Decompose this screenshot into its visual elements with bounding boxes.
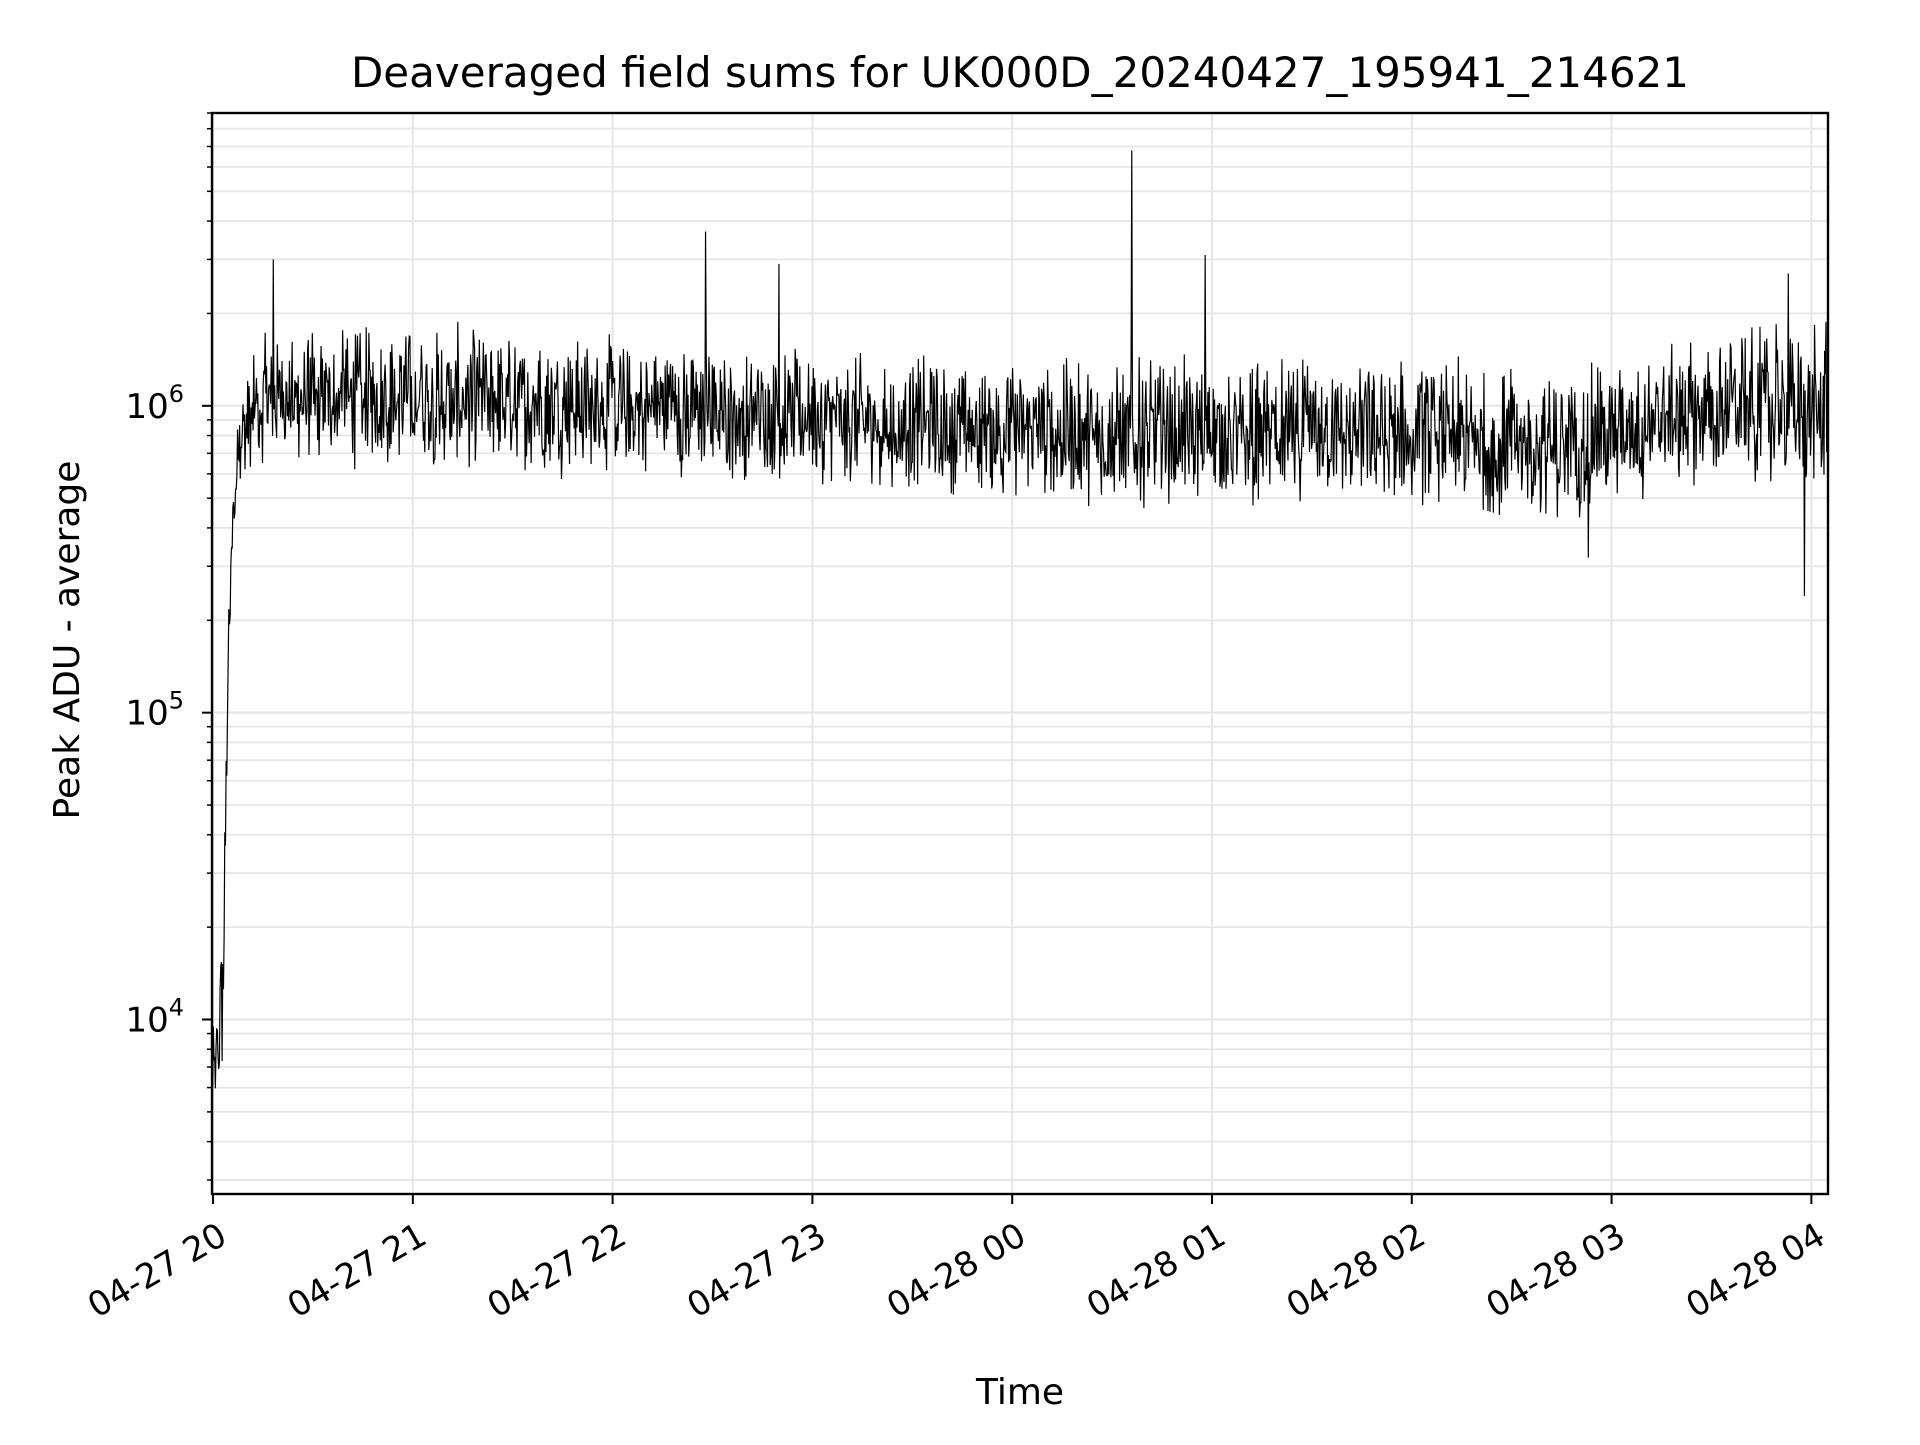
y-tick-exponent: 4 xyxy=(169,994,184,1022)
series-line xyxy=(211,150,1829,1089)
x-tick-label: 04-28 00 xyxy=(880,1215,1032,1326)
y-tick-base: 10 xyxy=(125,387,168,427)
y-axis-label: Peak ADU - average xyxy=(47,461,88,820)
y-tick-base: 10 xyxy=(125,1001,168,1041)
plot-background xyxy=(212,113,1828,1194)
x-tick-label: 04-28 02 xyxy=(1280,1215,1432,1326)
y-tick-exponent: 6 xyxy=(169,380,184,408)
y-tick-base: 10 xyxy=(125,694,168,734)
y-tick-label: 106 xyxy=(125,380,184,427)
chart-title: Deaveraged field sums for UK000D_2024042… xyxy=(351,48,1689,97)
plot-frame xyxy=(210,111,1830,1196)
y-tick-label: 105 xyxy=(125,687,184,734)
x-tick-label: 04-27 23 xyxy=(681,1215,833,1326)
x-axis-ticks: 04-27 20 04-27 21 04-27 22 04-27 23 04-28 00… xyxy=(81,1194,1832,1326)
data-series xyxy=(211,150,1829,1089)
x-tick-label: 04-27 22 xyxy=(481,1215,633,1326)
x-tick-label: 04-28 03 xyxy=(1480,1215,1632,1326)
x-tick-label: 04-28 04 xyxy=(1679,1215,1831,1326)
x-tick-label: 04-27 21 xyxy=(281,1215,433,1326)
x-axis-label: Time xyxy=(975,1372,1064,1413)
x-tick-label: 04-28 01 xyxy=(1080,1215,1232,1326)
x-tick-label: 04-27 20 xyxy=(81,1215,233,1326)
y-tick-label: 104 xyxy=(125,994,184,1041)
y-tick-exponent: 5 xyxy=(169,687,184,715)
